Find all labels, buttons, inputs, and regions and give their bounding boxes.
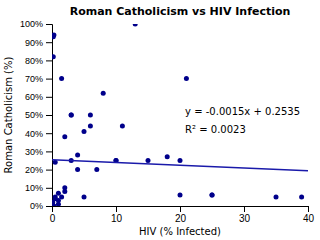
point bbox=[56, 202, 61, 206]
y-tick: 90% bbox=[25, 38, 52, 48]
point bbox=[178, 193, 183, 198]
x-axis: 0 10 20 30 40 bbox=[50, 206, 315, 224]
point bbox=[88, 123, 93, 128]
point bbox=[52, 54, 56, 59]
y-tick-mark bbox=[46, 24, 52, 25]
y-tick-label: 80% bbox=[25, 56, 43, 66]
point bbox=[165, 154, 170, 159]
y-tick: 70% bbox=[25, 74, 52, 84]
y-axis: 0% 10% 20% 30% 40% 50% 60% 70% 80% 90% 100% bbox=[20, 19, 53, 211]
point bbox=[94, 167, 99, 172]
marks bbox=[52, 24, 308, 206]
point bbox=[82, 194, 87, 199]
point bbox=[52, 32, 56, 37]
point bbox=[184, 76, 189, 81]
y-tick: 60% bbox=[25, 92, 52, 102]
point bbox=[299, 194, 304, 199]
y-tick-label: 20% bbox=[25, 165, 43, 175]
y-axis-line bbox=[46, 25, 53, 207]
x-tick-label: 40 bbox=[303, 213, 315, 224]
y-tick-mark bbox=[46, 97, 52, 98]
point bbox=[62, 134, 67, 139]
point bbox=[59, 194, 64, 199]
point bbox=[120, 123, 125, 128]
point bbox=[88, 113, 93, 118]
y-tick-label: 50% bbox=[25, 110, 43, 120]
x-tick: 0 bbox=[50, 206, 56, 224]
y-tick-label: 0% bbox=[30, 201, 43, 211]
y-tick: 100% bbox=[20, 19, 52, 29]
y-axis-title: Roman Catholicism (%) bbox=[3, 57, 14, 174]
y-tick-mark bbox=[46, 170, 52, 171]
point bbox=[75, 153, 80, 158]
y-tick-label: 60% bbox=[25, 92, 43, 102]
x-tick-mark bbox=[180, 206, 181, 212]
y-tick-label: 100% bbox=[20, 19, 43, 29]
point bbox=[210, 193, 215, 198]
chart: 0 10 20 30 40 0% 10% 20% 30% 40% 50% 60% 70% 80% 90% 10… bbox=[0, 0, 320, 240]
y-tick: 80% bbox=[25, 56, 52, 66]
point bbox=[75, 167, 80, 172]
x-tick: 20 bbox=[175, 206, 187, 224]
trend-line bbox=[52, 160, 308, 171]
y-tick: 10% bbox=[25, 183, 52, 193]
x-tick-mark bbox=[116, 206, 117, 212]
y-tick: 20% bbox=[25, 165, 52, 175]
scatter-series bbox=[52, 24, 304, 206]
x-tick-label: 0 bbox=[50, 213, 56, 224]
y-tick-mark bbox=[46, 115, 52, 116]
point bbox=[59, 76, 64, 81]
point bbox=[178, 158, 183, 163]
point bbox=[69, 113, 74, 118]
point bbox=[101, 91, 106, 96]
point bbox=[69, 113, 74, 118]
point bbox=[133, 24, 138, 27]
y-tick-mark bbox=[46, 60, 52, 61]
x-tick-label: 30 bbox=[239, 213, 251, 224]
y-tick: 30% bbox=[25, 147, 52, 157]
x-tick: 40 bbox=[303, 206, 315, 224]
y-tick-label: 10% bbox=[25, 183, 43, 193]
y-tick-mark bbox=[46, 151, 52, 152]
y-tick: 40% bbox=[25, 129, 52, 139]
title: Roman Catholicism vs HIV Infection bbox=[70, 5, 291, 18]
plot-area: 0 10 20 30 40 0% 10% 20% 30% 40% 50% 60% 70% 80% 90% 10… bbox=[20, 19, 315, 224]
y-tick-mark bbox=[46, 79, 52, 80]
point bbox=[274, 194, 279, 199]
y-tick-label: 30% bbox=[25, 147, 43, 157]
y-tick-label: 40% bbox=[25, 129, 43, 139]
point bbox=[52, 204, 56, 207]
y-tick-label: 70% bbox=[25, 74, 43, 84]
annotation: R² = 0.0023 bbox=[185, 124, 246, 135]
point bbox=[82, 129, 87, 134]
y-tick: 0% bbox=[30, 201, 52, 211]
y-tick-mark bbox=[46, 133, 52, 134]
x-tick: 10 bbox=[111, 206, 123, 224]
x-tick-label: 20 bbox=[175, 213, 187, 224]
x-tick-mark bbox=[308, 206, 309, 212]
y-tick: 50% bbox=[25, 110, 52, 120]
point bbox=[62, 189, 67, 194]
y-tick-mark bbox=[46, 188, 52, 189]
x-axis-line bbox=[53, 207, 309, 213]
y-tick-mark bbox=[46, 206, 52, 207]
annotation: y = -0.0015x + 0.2535 bbox=[185, 106, 300, 117]
x-tick: 30 bbox=[239, 206, 251, 224]
point bbox=[146, 158, 151, 163]
y-tick-mark bbox=[46, 42, 52, 43]
y-tick-label: 90% bbox=[25, 38, 43, 48]
point bbox=[210, 193, 215, 198]
x-axis-title: HIV (% Infected) bbox=[139, 226, 221, 237]
x-tick-label: 10 bbox=[111, 213, 123, 224]
x-tick-mark bbox=[244, 206, 245, 212]
